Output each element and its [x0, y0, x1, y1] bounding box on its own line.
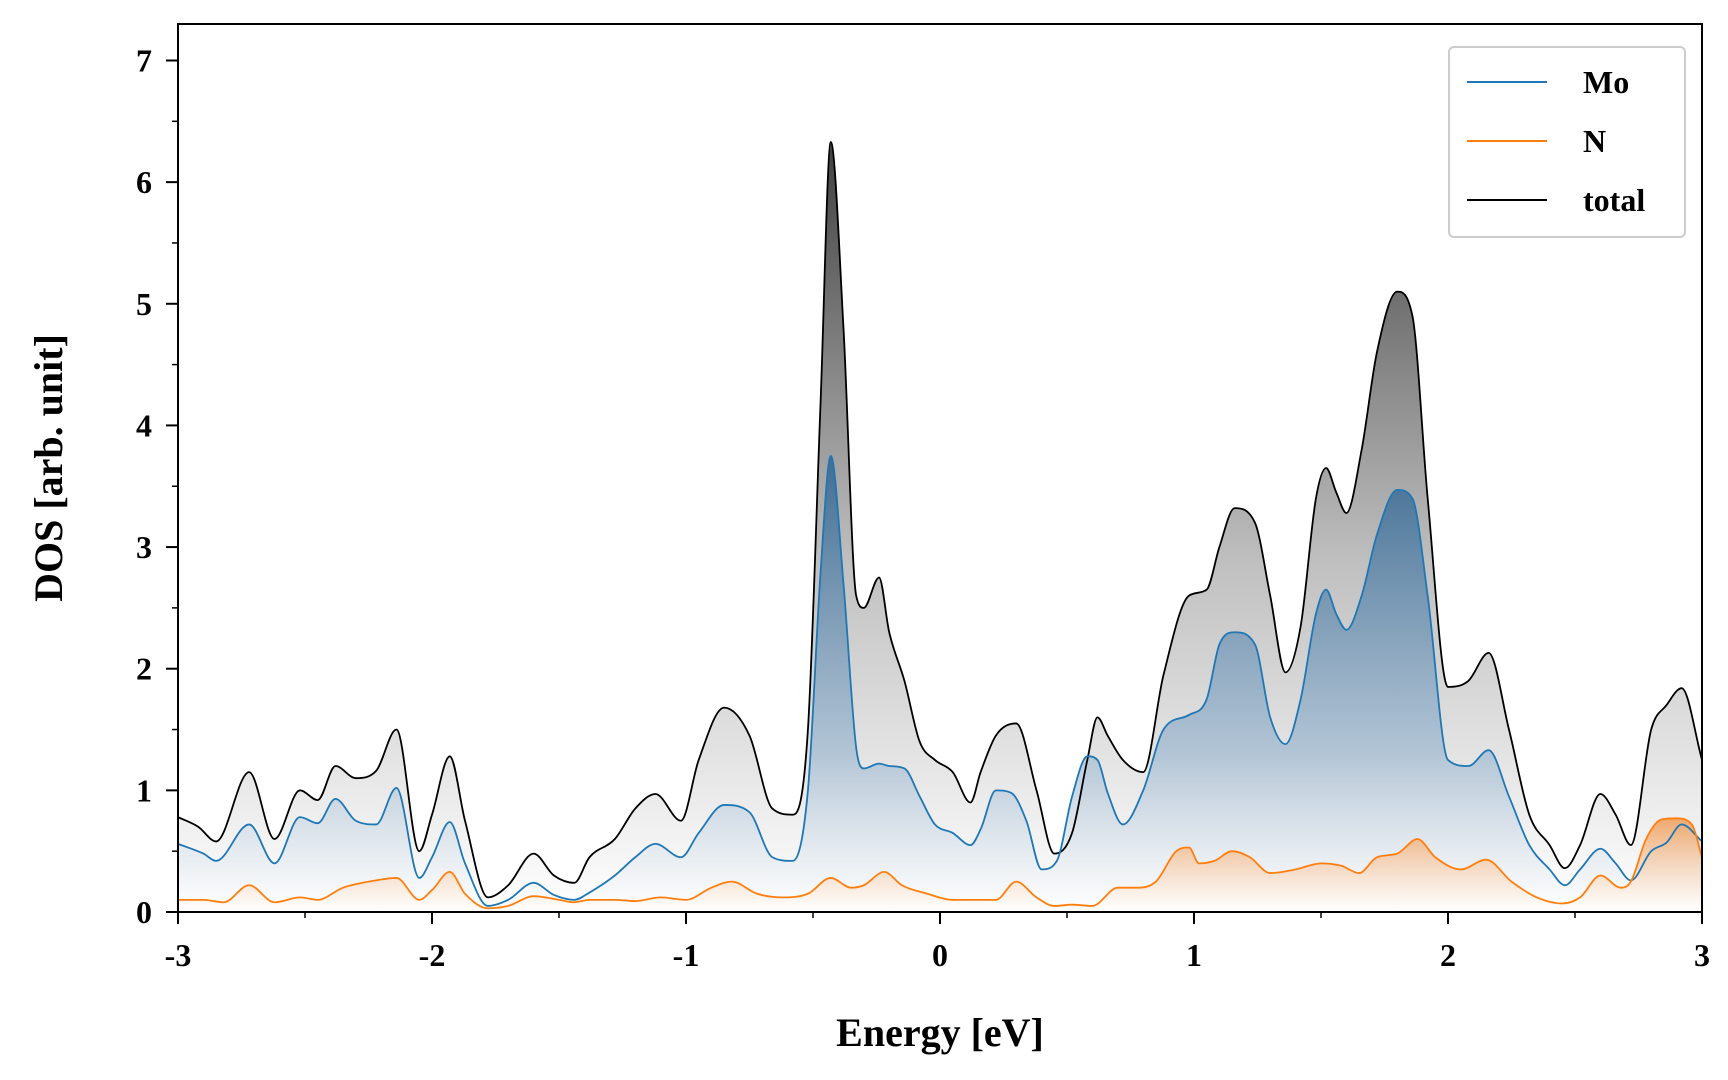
legend-label-mo: Mo	[1583, 64, 1629, 100]
y-axis-label: DOS [arb. unit]	[26, 334, 71, 602]
x-tick-label: -2	[419, 937, 446, 973]
line-mo	[178, 454, 1702, 907]
x-axis-label: Energy [eV]	[836, 1010, 1044, 1055]
x-tick-label: 3	[1694, 937, 1710, 973]
legend-label-total: total	[1583, 182, 1645, 218]
legend-label-n: N	[1583, 123, 1606, 159]
x-tick-label: 1	[1186, 937, 1202, 973]
line-total	[178, 141, 1702, 899]
x-axis: -3 -2 -1 0 1 2 3	[165, 912, 1710, 973]
area-mo	[178, 455, 1702, 912]
x-tick-label: 0	[932, 937, 948, 973]
y-tick-label: 5	[136, 286, 152, 322]
y-tick-label: 0	[136, 894, 152, 930]
y-axis: 0 1 2 3 4 5 6 7	[136, 42, 178, 930]
x-tick-label: -1	[673, 937, 700, 973]
y-tick-label: 1	[136, 772, 152, 808]
line-n	[178, 817, 1702, 910]
y-tick-label: 3	[136, 529, 152, 565]
legend-box	[1448, 46, 1686, 238]
x-tick-label: 2	[1440, 937, 1456, 973]
y-tick-label: 4	[136, 407, 152, 443]
area-n	[178, 818, 1702, 912]
legend: Mo N total	[1448, 46, 1686, 238]
x-tick-label: -3	[165, 937, 192, 973]
y-tick-label: 7	[136, 42, 152, 78]
y-tick-label: 6	[136, 164, 152, 200]
y-tick-label: 2	[136, 651, 152, 687]
